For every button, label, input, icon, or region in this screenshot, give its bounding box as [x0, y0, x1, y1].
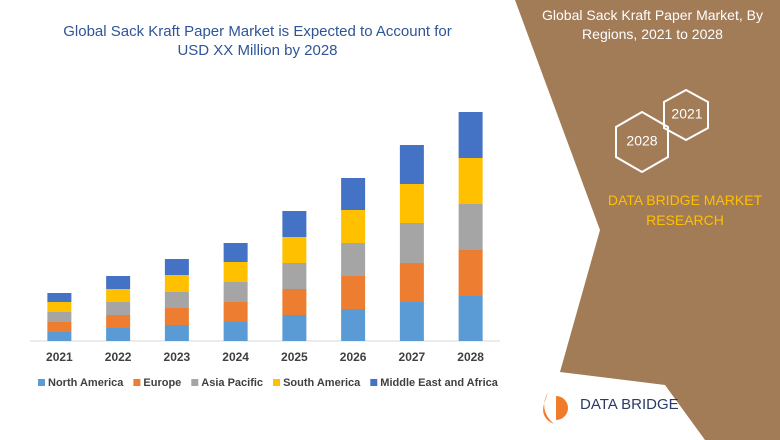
bar-segment	[341, 309, 366, 341]
bar-segment	[399, 263, 424, 302]
hexagon	[615, 110, 669, 174]
bar-segment	[282, 315, 307, 341]
chart-title: Global Sack Kraft Paper Market is Expect…	[63, 23, 452, 59]
x-tick-label: 2027	[399, 350, 426, 364]
bar-segment	[164, 292, 189, 308]
bar-segment	[399, 184, 424, 223]
x-tick-label: 2023	[164, 350, 191, 364]
legend-label: Middle East and Africa	[380, 377, 498, 389]
bar-segment	[164, 275, 189, 292]
logo-icon	[543, 392, 568, 424]
bar-segment	[164, 259, 189, 275]
bar-segment	[282, 263, 307, 289]
logo-text: DATA BRIDGE	[580, 396, 679, 413]
bar-segment	[341, 210, 366, 243]
legend-swatch	[191, 379, 199, 386]
hex-label: 2021	[671, 106, 702, 122]
x-tick-label: 2026	[340, 350, 367, 364]
bar-segment	[458, 204, 483, 250]
x-tick-label: 2028	[457, 350, 484, 364]
bar-segment	[106, 276, 131, 289]
x-tick-label: 2024	[222, 350, 249, 364]
bar-segment	[106, 302, 131, 315]
bar-segment	[458, 296, 483, 341]
bar-segment	[223, 243, 248, 262]
bar-segment	[223, 322, 248, 341]
bar-segment	[399, 145, 424, 184]
bar-segment	[223, 262, 248, 282]
bar-segment	[282, 289, 307, 315]
side-title: Global Sack Kraft Paper Market, By Regio…	[542, 7, 763, 42]
bar-segment	[458, 250, 483, 296]
bar-segment	[282, 237, 307, 263]
bar-segment	[341, 178, 366, 210]
bar-segment	[47, 293, 72, 302]
bar-segment	[223, 282, 248, 302]
bar-segment	[47, 312, 72, 322]
bar-segment	[282, 211, 307, 237]
bar-segment	[223, 302, 248, 322]
x-tick-label: 2021	[46, 350, 73, 364]
legend-label: Europe	[143, 377, 181, 389]
bar-segment	[106, 315, 131, 328]
legend-swatch	[370, 379, 378, 386]
x-tick-label: 2025	[281, 350, 308, 364]
legend-label: North America	[48, 377, 124, 389]
bar-segment	[47, 322, 72, 332]
legend-label: Asia Pacific	[201, 377, 263, 389]
legend-swatch	[38, 379, 45, 386]
bar-segment	[458, 112, 483, 158]
legend-swatch	[273, 379, 281, 386]
bar-segment	[399, 302, 424, 341]
side-panel-bg	[515, 0, 780, 440]
bar-segment	[106, 328, 131, 341]
bar-segment	[341, 243, 366, 276]
bar-segment	[458, 158, 483, 204]
legend-swatch	[133, 379, 141, 386]
bar-segment	[399, 223, 424, 263]
hexagon	[663, 88, 709, 142]
hex-label: 2028	[626, 133, 657, 149]
bar-segment	[106, 289, 131, 302]
bar-segment	[164, 325, 189, 341]
brand-text: DATA BRIDGE MARKET RESEARCH	[607, 192, 763, 228]
bar-segment	[47, 332, 72, 341]
legend-label: South America	[283, 377, 361, 389]
bar-segment	[47, 302, 72, 312]
bar-segment	[341, 276, 366, 309]
plot: 2021 2022 2023 2024 2025 2026 2027 2028 North Am…	[38, 112, 499, 389]
x-tick-label: 2022	[105, 350, 132, 364]
bar-segment	[164, 308, 189, 325]
